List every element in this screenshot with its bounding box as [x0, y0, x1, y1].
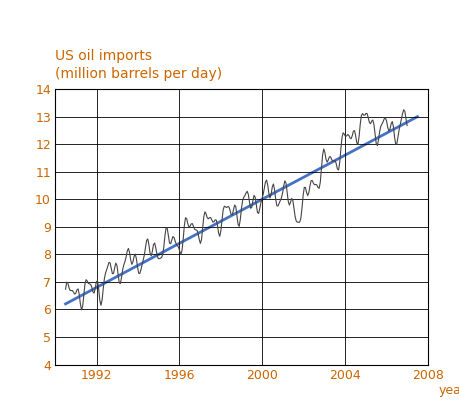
Text: year: year [438, 384, 459, 397]
Text: US oil imports
(million barrels per day): US oil imports (million barrels per day) [55, 49, 222, 81]
